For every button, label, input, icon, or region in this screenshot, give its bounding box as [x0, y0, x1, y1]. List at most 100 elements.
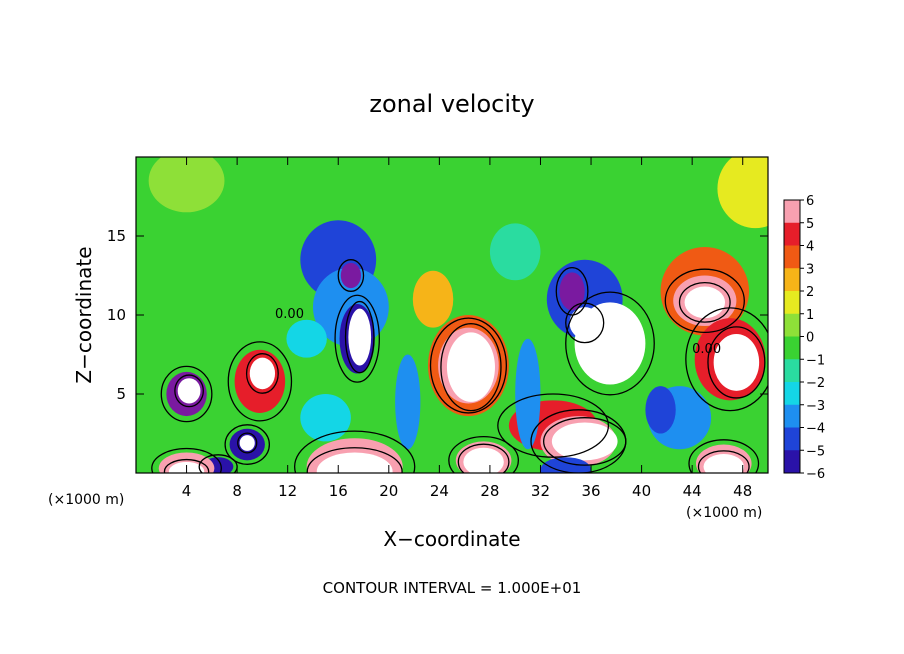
colorbar-tick-label-1: 5 [806, 217, 814, 232]
contour-line-1 [174, 374, 204, 408]
contour-interval-text: CONTOUR INTERVAL = 1.000E+01 [323, 579, 582, 597]
colorbar-segment-11 [784, 450, 800, 474]
y-tick-label-10: 10 [107, 306, 126, 324]
field-anomaly-43 [489, 223, 541, 281]
x-tick-label-8: 8 [232, 482, 242, 500]
field-anomaly-11 [340, 262, 361, 289]
x-tick-label-12: 12 [278, 482, 297, 500]
field-anomaly-25 [551, 422, 618, 461]
contour-line-27 [707, 326, 766, 399]
colorbar-segment-8 [784, 382, 800, 406]
contour-line-8 [163, 458, 210, 473]
x-unit-left: (×1000 m) [48, 492, 124, 508]
x-tick-label-48: 48 [733, 482, 752, 500]
colorbar-segment-2 [784, 245, 800, 269]
field-anomaly-16 [300, 394, 351, 442]
contour-zero-label-0: 0.00 [275, 307, 304, 322]
contour-line-11 [344, 300, 375, 374]
contour-line-29 [697, 450, 750, 473]
y-axis-ticks: 5 10 15 [107, 227, 768, 403]
colorbar-segment-4 [784, 291, 800, 315]
field-anomaly-45 [148, 157, 225, 213]
contour-line-16 [448, 436, 519, 473]
colorbar-tick-label-2: 4 [806, 240, 814, 255]
field-anomaly-44 [717, 157, 768, 229]
field-anomaly-39 [645, 386, 676, 434]
contour-line-9 [337, 259, 365, 292]
field-anomaly-13 [348, 308, 372, 366]
field-anomaly-42 [286, 319, 327, 358]
contour-line-0 [160, 365, 213, 423]
colorbar-tick-label-5: 1 [806, 308, 814, 323]
field-anomaly-22 [463, 447, 504, 473]
x-axis-label: X−coordinate [383, 527, 520, 551]
contour-line-17 [457, 443, 510, 473]
contour-line-28 [688, 439, 760, 473]
colorbar-tick-label-9: −3 [806, 399, 825, 414]
contour-line-13 [306, 447, 403, 473]
field-anomaly-20 [446, 332, 495, 402]
x-tick-label-32: 32 [531, 482, 550, 500]
contour-line-7 [151, 447, 222, 473]
contour-line-21 [555, 266, 589, 316]
field-anomaly-26 [540, 457, 592, 473]
x-tick-label-20: 20 [379, 482, 398, 500]
colorbar-tick-label-6: 0 [806, 331, 814, 346]
colorbar-segment-7 [784, 359, 800, 383]
colorbar-segment-3 [784, 268, 800, 292]
colorbar-tick-label-4: 2 [806, 285, 814, 300]
contour-line-12 [294, 430, 416, 473]
colorbar-segment-0 [784, 200, 800, 224]
contour-line-15 [440, 323, 502, 412]
colorbar-tick-label-3: 3 [806, 262, 814, 277]
colorbar-tick-label-10: −4 [806, 422, 825, 437]
x-axis-ticks: 4 8 12 16 20 24 28 32 36 40 44 48 [182, 157, 752, 500]
field-anomaly-3 [249, 357, 276, 390]
field-anomaly-35 [713, 333, 760, 391]
colorbar-tick-label-0: 6 [806, 194, 814, 209]
colorbar-tick-label-7: −1 [806, 353, 825, 368]
field-anomaly-5 [239, 435, 255, 451]
contour-line-5 [237, 432, 258, 454]
contour-lines: 0.00 0.00 [151, 259, 768, 473]
x-tick-label-16: 16 [329, 482, 348, 500]
velocity-field [136, 157, 768, 473]
field-anomaly-1 [177, 378, 201, 404]
colorbar-segment-9 [784, 404, 800, 428]
colorbar-tick-label-11: −5 [806, 444, 825, 459]
colorbar-tick-label-8: −2 [806, 376, 825, 391]
field-anomaly-40 [515, 338, 541, 450]
colorbar-segment-10 [784, 427, 800, 451]
contour-line-3 [245, 353, 279, 394]
chart-title: zonal velocity [369, 90, 534, 118]
contour-line-22 [565, 291, 655, 396]
y-tick-label-15: 15 [107, 227, 126, 245]
y-tick-label-5: 5 [116, 385, 126, 403]
y-axis-label: Z−coordinate [72, 246, 96, 383]
field-anomaly-33 [684, 286, 726, 319]
contour-line-26 [685, 307, 768, 412]
field-anomaly-41 [395, 354, 421, 450]
colorbar-segment-6 [784, 336, 800, 360]
contour-line-14 [429, 317, 508, 414]
field-anomaly-28 [559, 272, 585, 311]
x-tick-label-36: 36 [581, 482, 600, 500]
x-unit-right: (×1000 m) [686, 505, 762, 521]
field-anomaly-15 [316, 452, 393, 473]
x-tick-label-4: 4 [182, 482, 192, 500]
field-anomaly-17 [412, 270, 454, 328]
contour-line-2 [227, 341, 293, 422]
contour-line-4 [224, 424, 271, 465]
contour-line-10 [334, 294, 380, 383]
x-tick-label-44: 44 [683, 482, 702, 500]
x-tick-label-40: 40 [632, 482, 651, 500]
colorbar-segment-1 [784, 222, 800, 246]
contour-line-23 [565, 302, 605, 344]
field-anomaly-30 [569, 307, 600, 339]
colorbar-tick-label-12: −6 [806, 467, 825, 482]
contour-zero-label-1: 0.00 [692, 342, 721, 357]
contour-line-20 [542, 417, 627, 466]
colorbar: 6 5 4 3 2 1 0 −1 −2 −3 −4 −5 −6 [783, 194, 825, 482]
x-tick-label-28: 28 [480, 482, 499, 500]
